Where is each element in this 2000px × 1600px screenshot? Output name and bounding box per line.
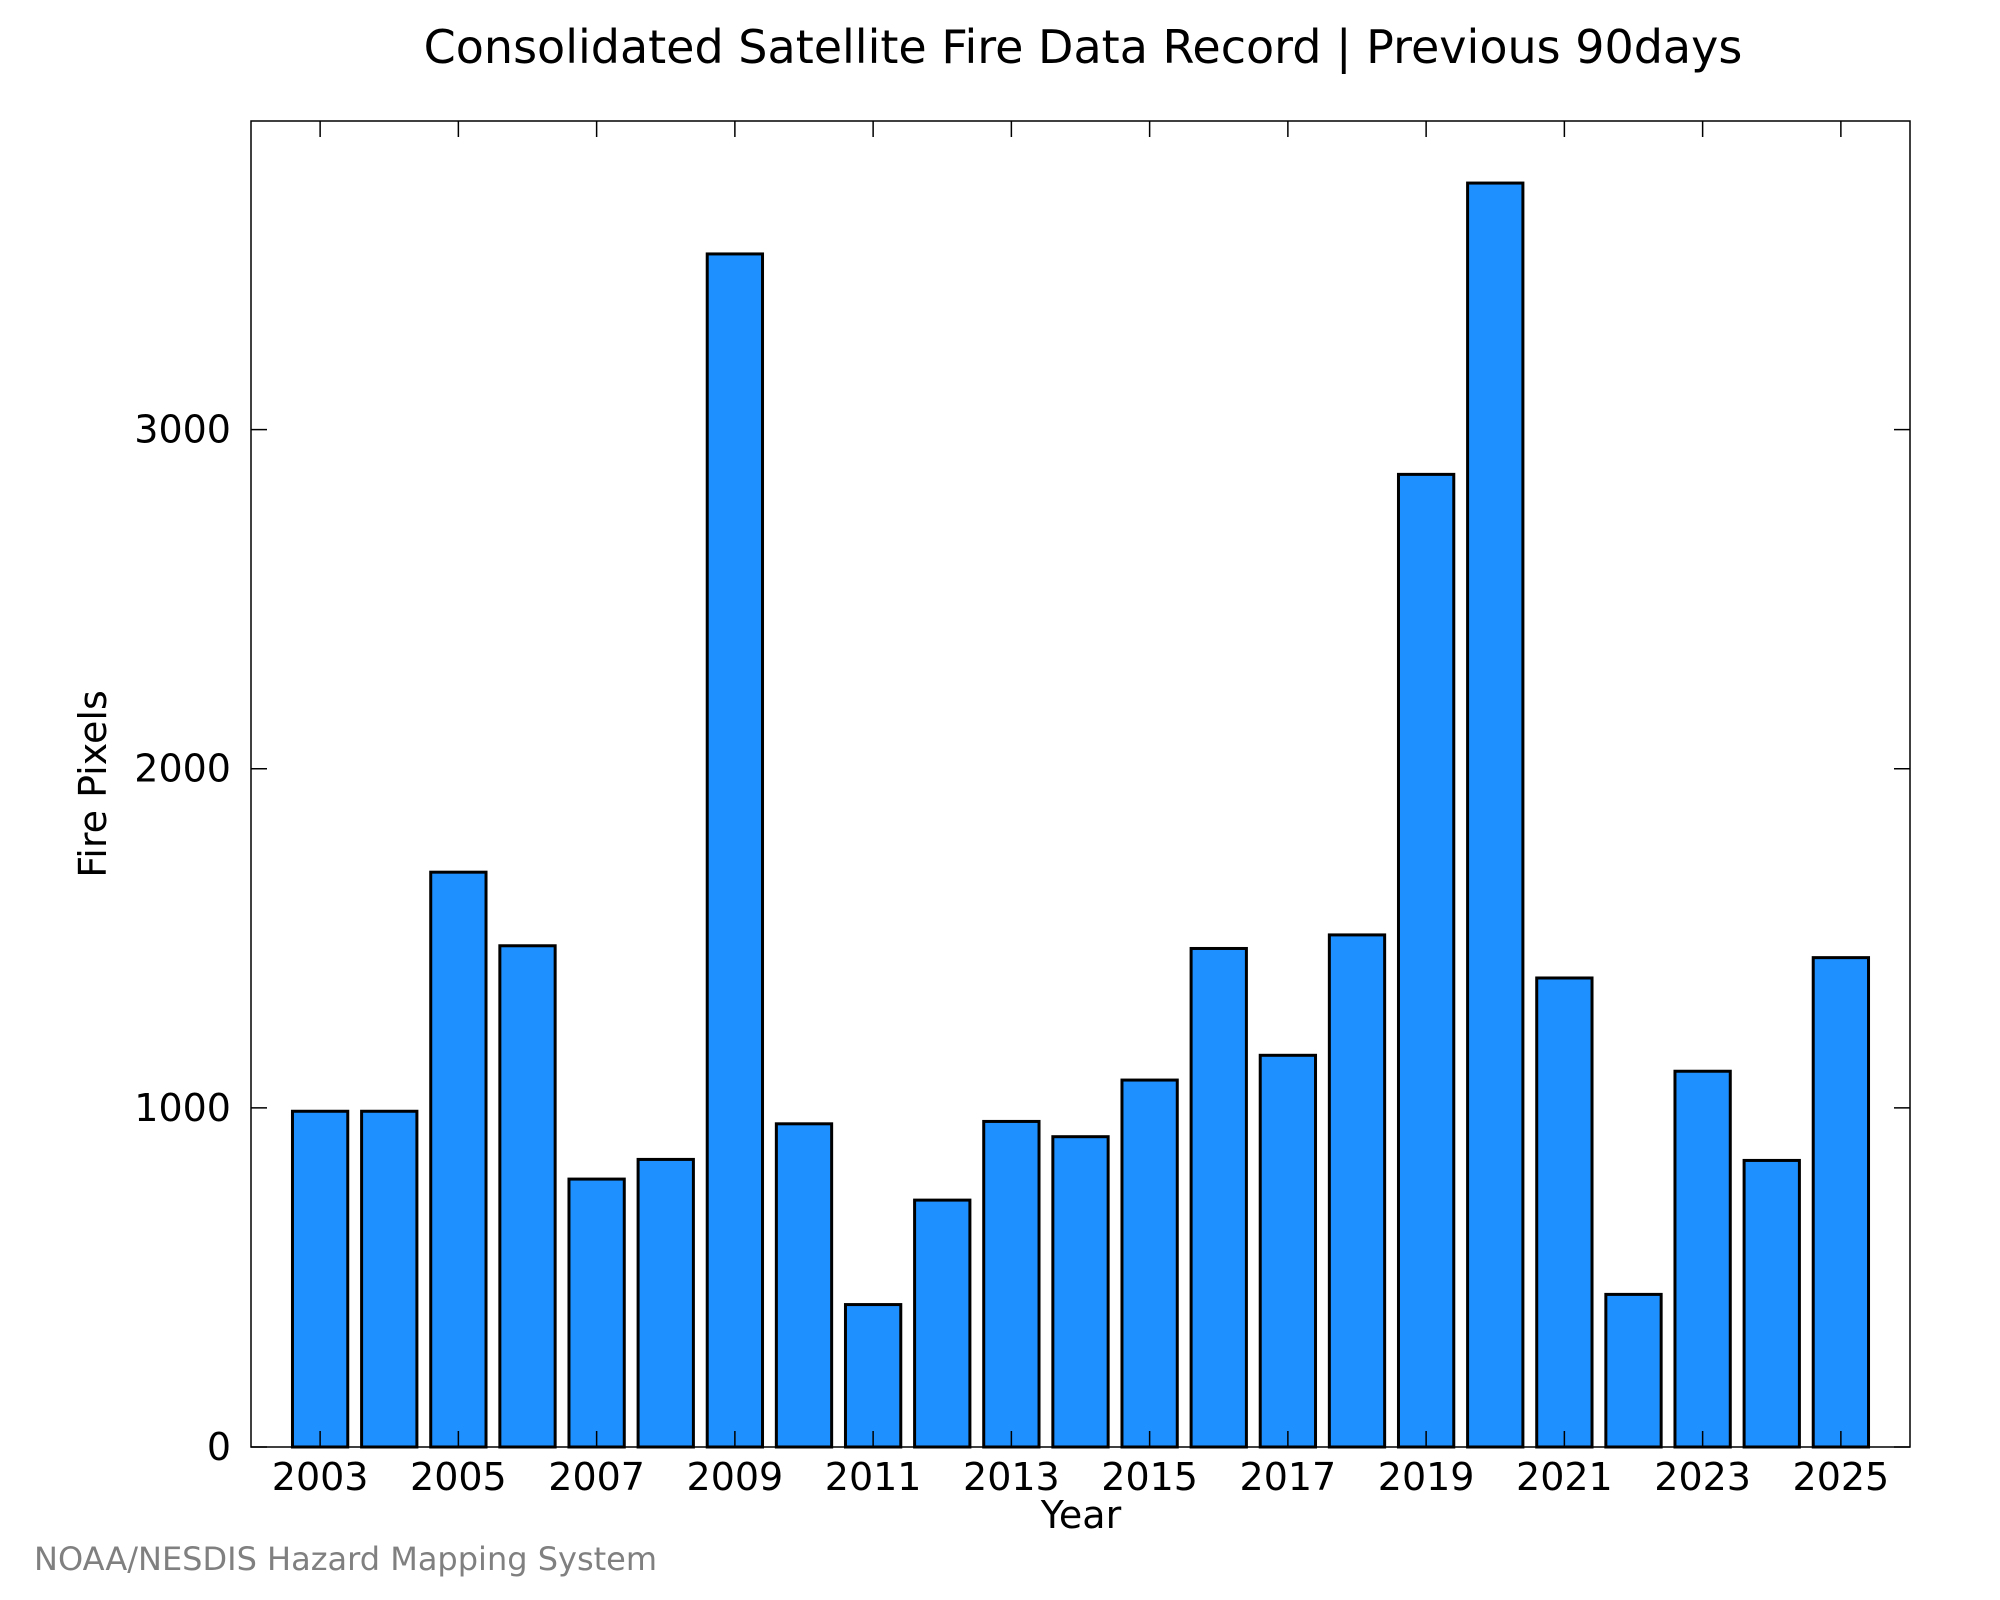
bar-2016 [1189,946,1248,1449]
x-tick-label-2021: 2021 [1516,1455,1613,1499]
x-tick-label-2005: 2005 [410,1455,507,1499]
y-axis-label: Fire Pixels [71,690,115,878]
x-tick-label-2011: 2011 [825,1455,922,1499]
x-tick-label-2019: 2019 [1378,1455,1475,1499]
y-tick-label-3000: 3000 [134,408,231,452]
x-tick-label-2013: 2013 [963,1455,1060,1499]
bar-2012 [913,1198,972,1449]
bar-2017 [1258,1053,1318,1449]
chart-title: Consolidated Satellite Fire Data Record … [424,20,1743,75]
bar-2011 [843,1303,903,1449]
bar-2014 [1051,1135,1110,1449]
bar-2023 [1673,1069,1732,1449]
credit-text: NOAA/NESDIS Hazard Mapping System [34,1540,657,1578]
bar-2018 [1327,933,1387,1449]
y-tick-label-2000: 2000 [134,747,231,791]
bar-2010 [774,1122,834,1449]
bar-2022 [1604,1292,1663,1449]
bar-2013 [982,1119,1041,1449]
bar-2025 [1811,956,1871,1449]
ticks-layer [251,121,1910,1448]
x-axis-label: Year [1040,1493,1122,1537]
bar-2024 [1742,1158,1801,1449]
bar-2019 [1396,472,1456,1449]
y-tick-label-0: 0 [207,1425,231,1469]
bar-2005 [429,870,488,1449]
y-tick-labels: 0 1000 2000 3000 [134,408,231,1469]
y-tick-label-1000: 1000 [134,1086,231,1130]
x-tick-label-2015: 2015 [1101,1455,1198,1499]
bar-2015 [1120,1078,1179,1449]
plot-frame [250,120,1911,1448]
bar-2007 [567,1177,626,1449]
x-tick-label-2023: 2023 [1654,1455,1751,1499]
bar-2003 [290,1109,350,1449]
x-tick-label-2009: 2009 [687,1455,784,1499]
bar-2008 [636,1157,695,1449]
bars-layer [290,181,1871,1449]
bar-2020 [1466,181,1525,1449]
x-tick-label-2003: 2003 [272,1455,369,1499]
bar-2021 [1535,976,1594,1449]
bar-2009 [705,252,765,1449]
x-tick-label-2025: 2025 [1793,1455,1890,1499]
x-tick-labels: 2003 2005 2007 2009 2011 2013 2015 2017 2019 2021… [272,1455,1889,1499]
x-tick-label-2007: 2007 [548,1455,645,1499]
bar-2006 [498,944,557,1449]
bar-2004 [360,1109,419,1449]
x-tick-label-2017: 2017 [1240,1455,1337,1499]
